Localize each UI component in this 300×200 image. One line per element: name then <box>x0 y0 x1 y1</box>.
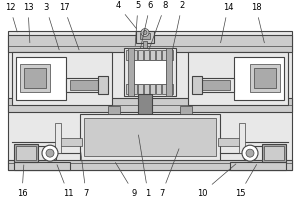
Bar <box>150 50 155 60</box>
Text: 15: 15 <box>235 165 256 198</box>
Bar <box>84 118 216 156</box>
Bar <box>80 114 220 160</box>
Bar <box>124 48 176 96</box>
Circle shape <box>42 145 58 161</box>
Bar <box>132 126 158 132</box>
Bar <box>126 84 131 94</box>
Bar <box>262 144 286 162</box>
Bar <box>24 68 46 88</box>
Bar <box>150 84 155 94</box>
Bar <box>16 146 36 160</box>
Bar <box>230 162 286 170</box>
Bar <box>254 68 276 88</box>
Circle shape <box>242 145 258 161</box>
Bar <box>140 33 150 39</box>
Bar <box>162 84 167 94</box>
Circle shape <box>46 149 54 157</box>
Bar <box>70 80 98 90</box>
Text: 11: 11 <box>57 165 73 198</box>
Bar <box>38 146 56 160</box>
Text: 3: 3 <box>43 3 59 50</box>
Bar <box>218 138 240 146</box>
Bar <box>239 123 245 153</box>
Text: 5: 5 <box>135 1 141 46</box>
Bar <box>55 123 61 153</box>
Text: 10: 10 <box>197 164 236 198</box>
Text: 4: 4 <box>116 1 136 28</box>
Bar <box>98 76 108 94</box>
Bar <box>134 60 166 84</box>
Bar <box>234 57 284 100</box>
Bar <box>60 138 82 146</box>
Bar <box>188 52 288 105</box>
Text: 14: 14 <box>220 3 233 43</box>
Bar <box>138 94 152 128</box>
Bar <box>138 50 143 60</box>
Text: 16: 16 <box>17 165 27 198</box>
Bar <box>8 98 292 112</box>
Bar <box>192 76 202 94</box>
Text: 13: 13 <box>23 3 33 43</box>
Bar <box>126 50 131 60</box>
Bar <box>244 146 262 160</box>
Bar <box>132 50 137 60</box>
Bar <box>180 106 192 114</box>
Bar <box>143 41 147 52</box>
Bar <box>66 78 102 92</box>
Bar <box>168 50 173 60</box>
Circle shape <box>141 29 149 37</box>
Bar <box>264 146 284 160</box>
Bar <box>16 57 66 100</box>
Text: 2: 2 <box>172 1 184 50</box>
Text: 7: 7 <box>159 149 179 198</box>
Bar <box>168 84 173 94</box>
Bar <box>128 48 134 96</box>
Bar <box>108 106 120 114</box>
Text: 17: 17 <box>59 3 79 50</box>
Bar <box>20 64 50 92</box>
Bar <box>8 35 292 52</box>
Bar <box>132 84 137 94</box>
Bar <box>136 31 154 43</box>
Bar <box>156 84 161 94</box>
Bar <box>166 48 172 96</box>
Bar <box>12 52 112 105</box>
Bar <box>8 31 292 170</box>
Bar <box>250 64 280 92</box>
Bar <box>202 80 230 90</box>
Bar <box>162 50 167 60</box>
Text: 18: 18 <box>251 3 264 43</box>
Bar <box>156 50 161 60</box>
Bar <box>144 50 149 60</box>
Bar <box>144 84 149 94</box>
Text: 9: 9 <box>116 163 136 198</box>
Text: 8: 8 <box>149 1 168 50</box>
Bar <box>14 144 38 162</box>
Text: 6: 6 <box>141 1 153 48</box>
Bar <box>8 160 292 170</box>
Text: 1: 1 <box>139 135 151 198</box>
Circle shape <box>143 31 147 35</box>
Circle shape <box>246 149 254 157</box>
Bar <box>198 78 234 92</box>
Bar <box>138 84 143 94</box>
Bar <box>14 162 70 170</box>
Text: 7: 7 <box>80 149 89 198</box>
Text: 12: 12 <box>5 3 17 32</box>
